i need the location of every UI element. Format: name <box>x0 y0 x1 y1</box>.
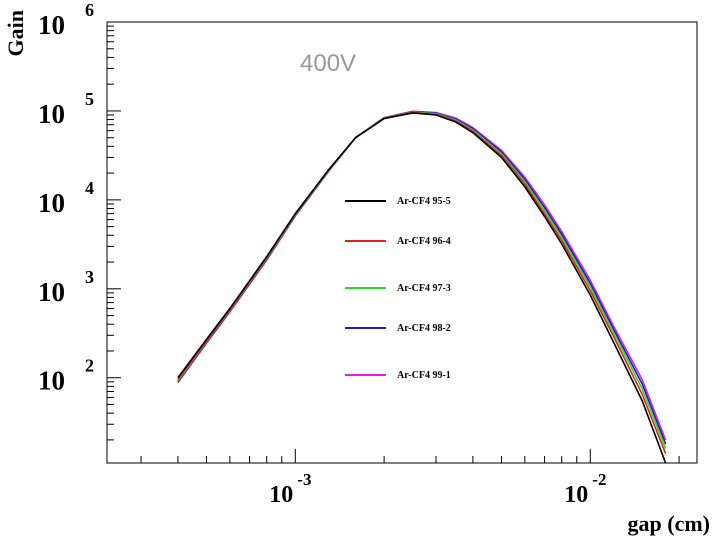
plot-frame <box>106 21 698 464</box>
x-axis-ticks: 10-310-2 <box>140 449 680 508</box>
y-tick-label-exponent: 6 <box>85 0 94 20</box>
legend-label: Ar-CF4 95-5 <box>397 196 451 207</box>
y-tick-label-base: 10 <box>38 10 65 40</box>
y-tick-label-exponent: 4 <box>85 178 94 198</box>
series-lines <box>177 110 667 464</box>
x-tick-label-exponent: -3 <box>297 470 311 489</box>
legend-label: Ar-CF4 96-4 <box>397 236 451 247</box>
y-axis-ticks: 10 2 10 3 10 4 10 5 10 6 <box>38 0 121 441</box>
legend-label: Ar-CF4 98-2 <box>397 323 451 334</box>
series-line <box>177 112 667 464</box>
x-tick-label-exponent: -2 <box>592 470 606 489</box>
y-tick-label-exponent: 2 <box>85 356 94 376</box>
legend-label: Ar-CF4 99-1 <box>397 370 451 381</box>
legend: Ar-CF4 95-5 Ar-CF4 96-4 Ar-CF4 97-3 Ar-CF4 … <box>345 196 451 381</box>
x-axis-title: gap (cm) <box>628 511 710 536</box>
y-tick-label-exponent: 5 <box>85 89 94 109</box>
y-tick-label-base: 10 <box>38 188 65 218</box>
voltage-annotation: 400V <box>300 50 356 77</box>
y-tick-label-base: 10 <box>38 99 65 129</box>
y-tick-label-exponent: 3 <box>85 267 94 287</box>
y-tick-label-base: 10 <box>38 277 65 307</box>
legend-label: Ar-CF4 97-3 <box>397 283 451 294</box>
y-axis-title: Gain <box>3 10 28 56</box>
x-tick-label-base: 10 <box>269 482 293 508</box>
x-tick-label-base: 10 <box>564 482 588 508</box>
series-line <box>177 110 667 441</box>
y-tick-label-base: 10 <box>38 366 65 396</box>
